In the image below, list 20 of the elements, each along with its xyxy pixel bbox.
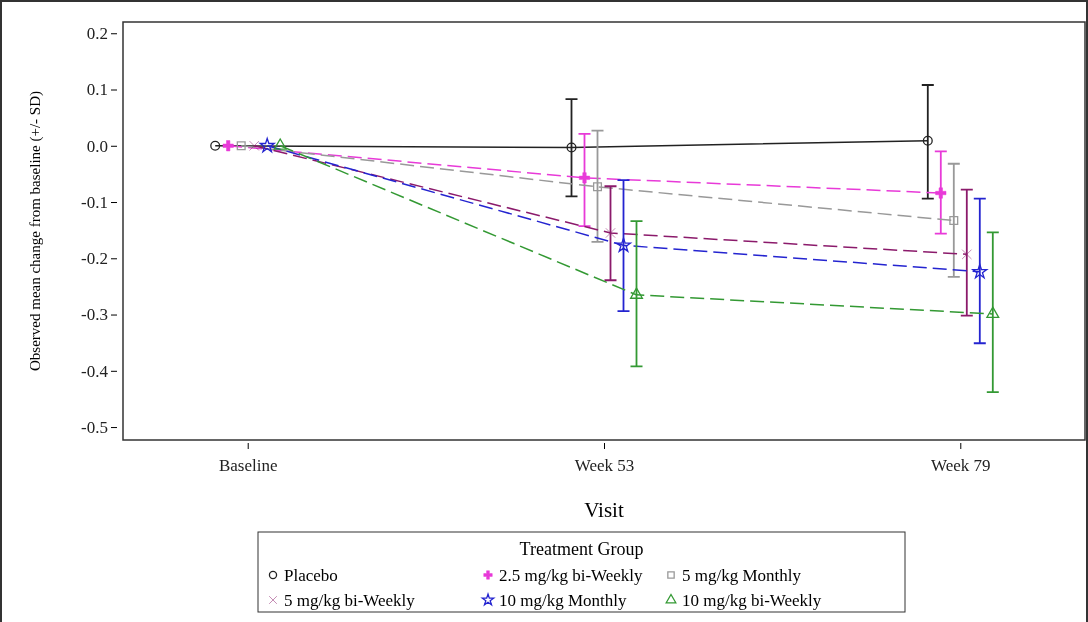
- x-tick-label: Week 79: [931, 455, 991, 475]
- y-tick-label: 0.0: [86, 136, 108, 156]
- legend-label: 10 mg/kg bi-Weekly: [682, 591, 822, 610]
- legend-label: Placebo: [284, 566, 338, 585]
- y-tick-label: -0.5: [81, 418, 108, 437]
- legend-label: 5 mg/kg Monthly: [682, 566, 802, 585]
- y-axis-title: Observed mean change from baseline (+/- SD): [27, 90, 44, 372]
- y-tick-label: -0.2: [81, 249, 108, 269]
- legend-label: 10 mg/kg Monthly: [499, 591, 628, 610]
- legend-label: 5 mg/kg bi-Weekly: [284, 591, 416, 610]
- x-axis-title: Visit: [584, 498, 624, 522]
- x-tick-label: Week 53: [574, 455, 635, 475]
- y-tick-label: -0.3: [81, 305, 108, 325]
- y-tick-label: -0.4: [81, 361, 109, 381]
- legend-label: 2.5 mg/kg bi-Weekly: [499, 566, 644, 585]
- y-tick-label: -0.1: [81, 192, 108, 212]
- x-tick-label: Baseline: [218, 455, 278, 475]
- y-tick-label: 0.2: [86, 24, 108, 44]
- y-tick-label: 0.1: [86, 80, 108, 100]
- legend-title: Treatment Group: [519, 539, 644, 559]
